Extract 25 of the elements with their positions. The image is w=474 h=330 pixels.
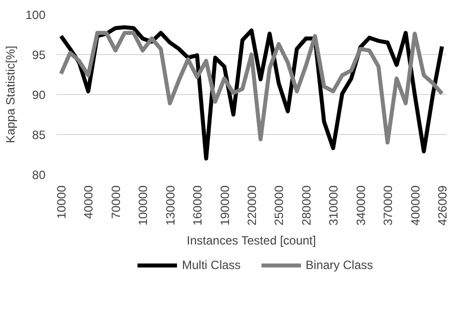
y-tick-label: 95 [32, 48, 46, 62]
legend-label: Binary Class [306, 258, 374, 272]
x-tick-label: 370000 [381, 185, 396, 226]
legend-label: Multi Class [182, 258, 241, 272]
y-tick-label: 85 [32, 128, 46, 142]
x-tick-label: 190000 [218, 185, 232, 226]
x-tick-label: 160000 [190, 185, 205, 226]
x-tick-label: 100000 [136, 185, 150, 226]
x-tick-label: 250000 [272, 185, 286, 226]
y-axis-title: Kappa Statistic[%] [3, 46, 18, 144]
x-tick-label: 280000 [299, 185, 314, 226]
line-series [59, 30, 444, 144]
x-tick-label: 10000 [54, 185, 69, 219]
y-tick-label: 80 [32, 168, 46, 182]
x-tick-label: 426009 [435, 185, 450, 226]
x-tick-label: 40000 [82, 185, 96, 219]
x-tick-label: 130000 [163, 185, 178, 226]
y-tick-label: 100 [25, 8, 46, 22]
x-tick-label: 220000 [245, 185, 259, 226]
x-tick-label: 310000 [326, 185, 341, 226]
x-axis-title: Instances Tested [count] [186, 234, 316, 248]
x-tick-label: 70000 [108, 185, 123, 219]
y-tick-label: 90 [32, 88, 46, 102]
x-tick-label: 400000 [408, 185, 422, 226]
x-tick-label: 340000 [354, 185, 368, 226]
